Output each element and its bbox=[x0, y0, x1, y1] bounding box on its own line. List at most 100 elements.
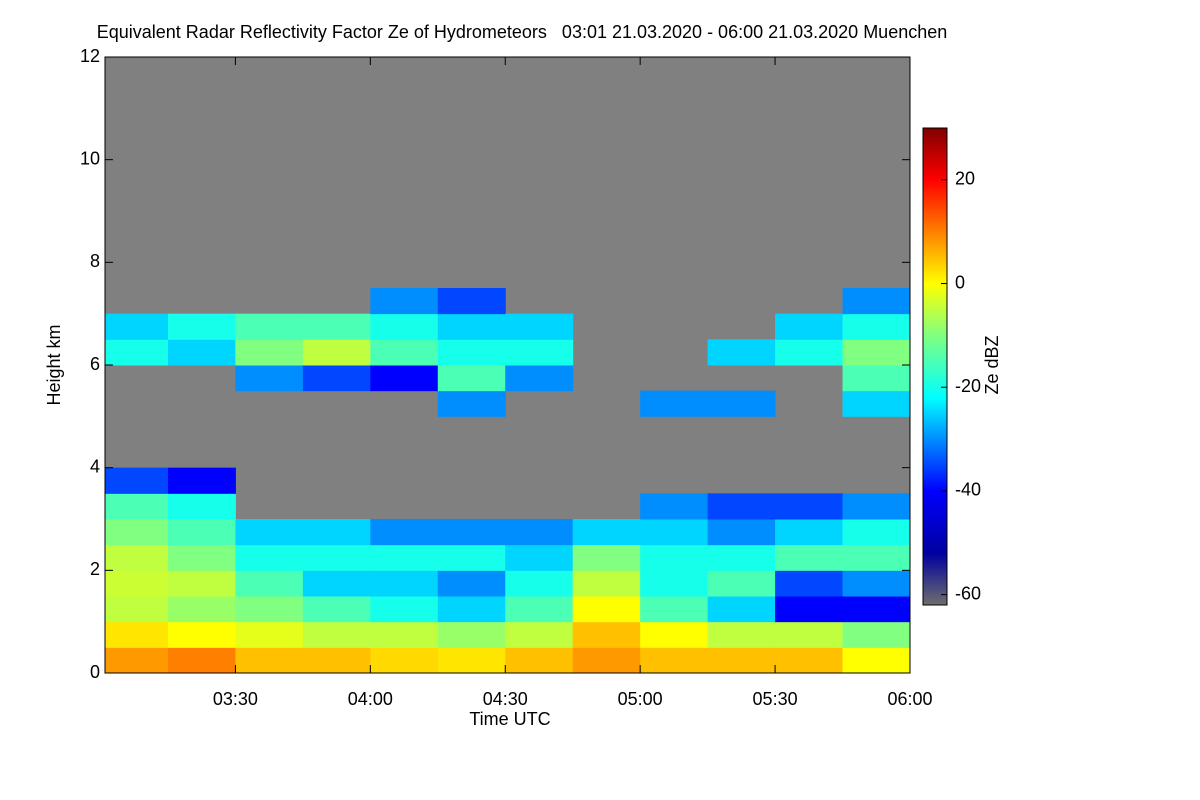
heatmap-cell bbox=[302, 596, 371, 623]
heatmap-cell bbox=[105, 313, 169, 340]
heatmap-cell bbox=[640, 519, 709, 546]
x-tick-label: 05:00 bbox=[618, 689, 663, 709]
heatmap-cell bbox=[105, 570, 169, 597]
x-tick-label: 04:00 bbox=[348, 689, 393, 709]
heatmap-cell bbox=[167, 467, 236, 494]
heatmap-cell bbox=[640, 596, 709, 623]
y-tick-label: 0 bbox=[90, 662, 100, 682]
heatmap-cell bbox=[842, 339, 910, 366]
heatmap-cell bbox=[640, 647, 709, 673]
heatmap-cell bbox=[302, 544, 371, 571]
heatmap-cell bbox=[707, 621, 776, 648]
heatmap-cell bbox=[105, 621, 169, 648]
heatmap-cell bbox=[572, 647, 641, 673]
heatmap-cell bbox=[775, 493, 844, 520]
heatmap-cell bbox=[437, 519, 506, 546]
heatmap-cell bbox=[370, 544, 439, 571]
heatmap-cell bbox=[235, 621, 304, 648]
heatmap-cell bbox=[842, 493, 910, 520]
heatmap-cell bbox=[505, 570, 574, 597]
heatmap-cell bbox=[505, 519, 574, 546]
heatmap-cell bbox=[105, 519, 169, 546]
heatmap-cell bbox=[105, 544, 169, 571]
heatmap-cell bbox=[370, 339, 439, 366]
heatmap-cell bbox=[167, 596, 236, 623]
heatmap-cell bbox=[437, 365, 506, 392]
heatmap-cell bbox=[640, 570, 709, 597]
heatmap-cell bbox=[235, 596, 304, 623]
x-tick-label: 05:30 bbox=[753, 689, 798, 709]
heatmap-cell bbox=[842, 596, 910, 623]
heatmap-cell bbox=[105, 467, 169, 494]
heatmap-cell bbox=[167, 493, 236, 520]
heatmap-cell bbox=[370, 570, 439, 597]
heatmap-cell bbox=[370, 647, 439, 673]
heatmap-cell bbox=[775, 544, 844, 571]
colorbar-tick-label: -20 bbox=[955, 376, 981, 396]
heatmap-cell bbox=[775, 339, 844, 366]
heatmap-cell bbox=[640, 390, 709, 417]
heatmap-cell bbox=[167, 339, 236, 366]
heatmap-cell bbox=[775, 647, 844, 673]
heatmap-cell bbox=[302, 570, 371, 597]
y-tick-label: 10 bbox=[80, 148, 100, 168]
heatmap-cell bbox=[842, 621, 910, 648]
heatmap-cell bbox=[842, 288, 910, 315]
heatmap-cell bbox=[370, 519, 439, 546]
heatmap-cell bbox=[235, 570, 304, 597]
heatmap-cell bbox=[505, 544, 574, 571]
heatmap-cell bbox=[105, 596, 169, 623]
y-axis-label: Height km bbox=[44, 324, 64, 405]
heatmap-cell bbox=[302, 519, 371, 546]
heatmap-cell bbox=[235, 544, 304, 571]
heatmap-cell bbox=[640, 621, 709, 648]
heatmap-cell bbox=[370, 596, 439, 623]
heatmap-cell bbox=[707, 647, 776, 673]
heatmap-cell bbox=[505, 365, 574, 392]
heatmap-cell bbox=[842, 313, 910, 340]
heatmap-cell bbox=[167, 544, 236, 571]
heatmap-cell bbox=[235, 365, 304, 392]
heatmap-cell bbox=[370, 288, 439, 315]
heatmap-cell bbox=[437, 390, 506, 417]
colorbar-label: Ze dBZ bbox=[982, 335, 1002, 394]
colorbar bbox=[922, 127, 948, 606]
x-axis-label: Time UTC bbox=[469, 709, 550, 729]
y-tick-label: 12 bbox=[80, 46, 100, 66]
colorbar-tick-label: -40 bbox=[955, 480, 981, 500]
heatmap-cell bbox=[167, 519, 236, 546]
y-tick-label: 2 bbox=[90, 559, 100, 579]
heatmap-cell bbox=[437, 570, 506, 597]
heatmap-cell bbox=[370, 365, 439, 392]
heatmap-cell bbox=[437, 544, 506, 571]
heatmap-cell bbox=[370, 621, 439, 648]
heatmap-cell bbox=[572, 570, 641, 597]
x-tick-label: 03:30 bbox=[213, 689, 258, 709]
heatmap-cell bbox=[437, 313, 506, 340]
heatmap-cell bbox=[775, 621, 844, 648]
heatmap-cell bbox=[842, 365, 910, 392]
heatmap-cell bbox=[167, 313, 236, 340]
heatmap-cell bbox=[707, 390, 776, 417]
heatmap-cell bbox=[437, 288, 506, 315]
heatmap-cell bbox=[572, 596, 641, 623]
heatmap-cell bbox=[437, 596, 506, 623]
colorbar-tick-label: -60 bbox=[955, 583, 981, 603]
heatmap-cell bbox=[235, 313, 304, 340]
y-tick-label: 8 bbox=[90, 251, 100, 271]
heatmap-cell bbox=[235, 647, 304, 673]
heatmap-cell bbox=[572, 621, 641, 648]
colorbar-tick-label: 20 bbox=[955, 169, 975, 189]
heatmap-cell bbox=[640, 544, 709, 571]
heatmap-cell bbox=[707, 570, 776, 597]
heatmap-cell bbox=[167, 621, 236, 648]
heatmap-cell bbox=[505, 596, 574, 623]
heatmap-cell bbox=[505, 621, 574, 648]
heatmap-cell bbox=[105, 647, 169, 673]
heatmap-cell bbox=[235, 339, 304, 366]
heatmap-cell bbox=[775, 570, 844, 597]
heatmap-cell bbox=[167, 647, 236, 673]
heatmap-cell bbox=[302, 365, 371, 392]
